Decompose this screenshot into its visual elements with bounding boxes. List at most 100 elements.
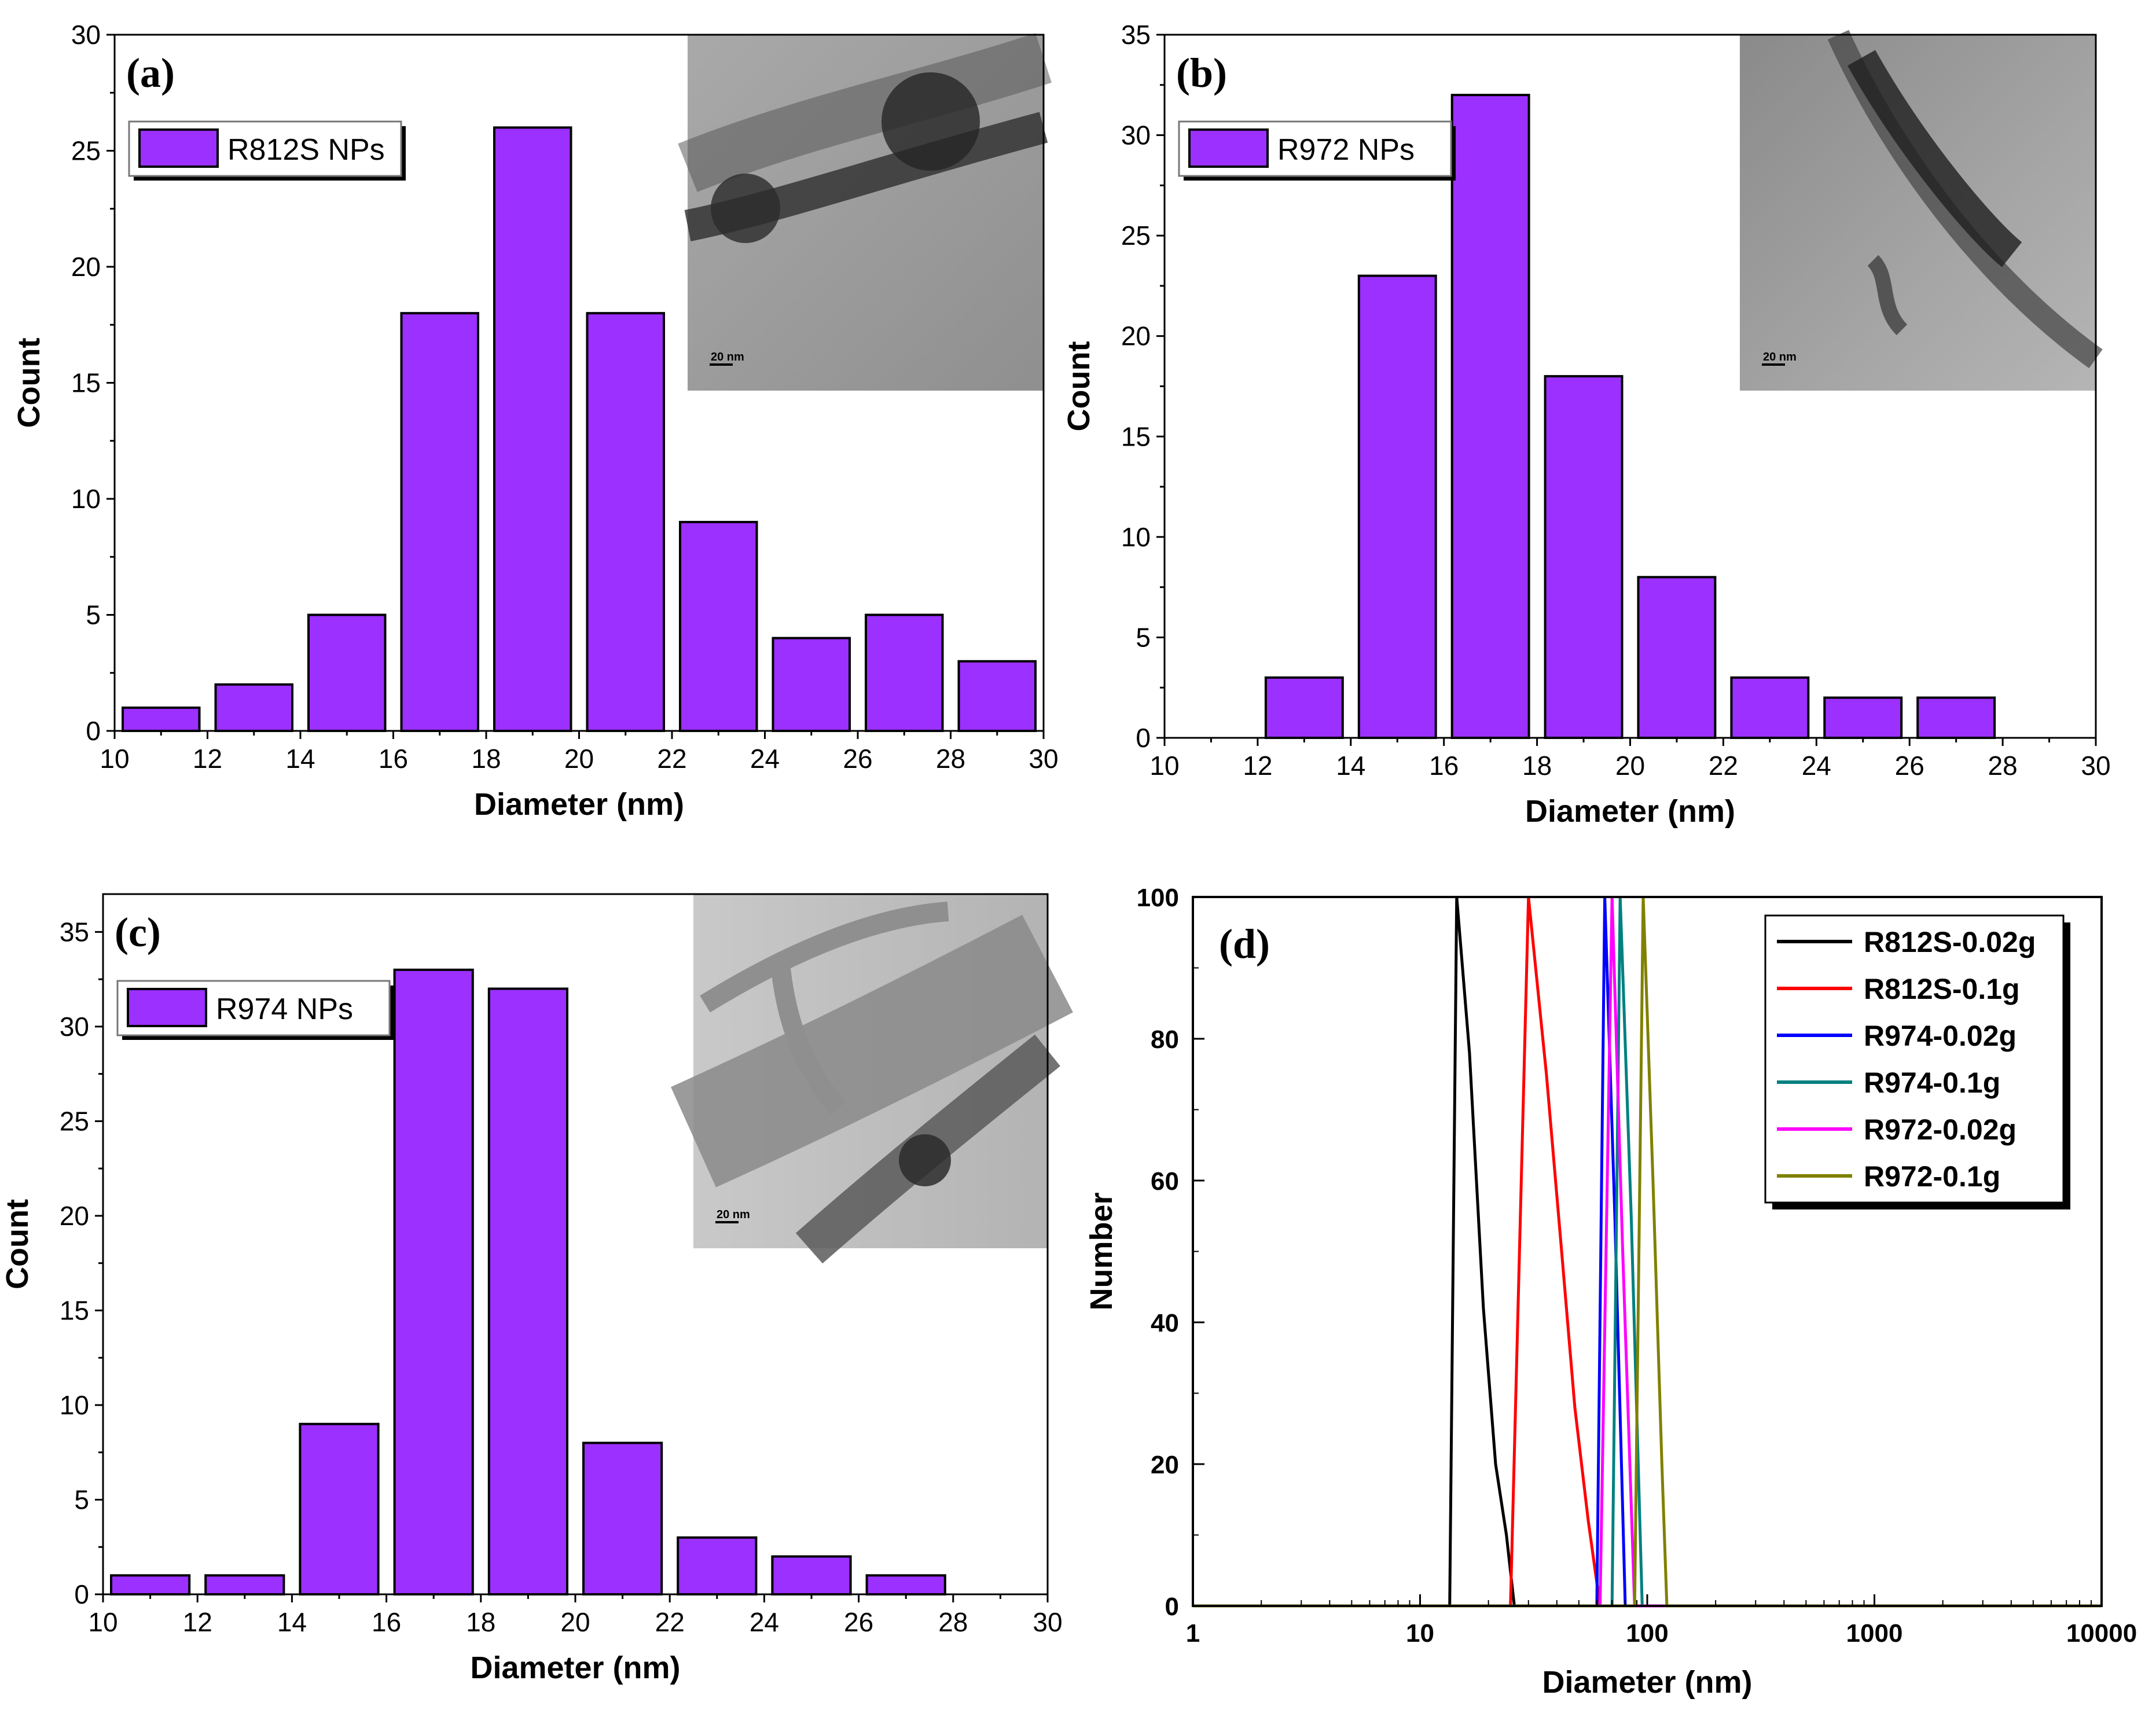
y-tick-label: 0 [1165, 1593, 1179, 1621]
bar-a-4 [493, 126, 572, 732]
x-tick-label: 1000 [1846, 1619, 1903, 1648]
x-axis-title: Diameter (nm) [1525, 794, 1735, 829]
y-axis-title: Count [1062, 341, 1096, 432]
panel-label: (a) [126, 50, 175, 96]
y-tick-label: 60 [1151, 1167, 1179, 1196]
x-tick-label: 16 [1429, 751, 1459, 781]
x-tick-label: 18 [1522, 751, 1552, 781]
y-tick-label: 5 [74, 1484, 89, 1514]
x-tick-label: 12 [183, 1607, 212, 1637]
x-tick-label: 28 [938, 1607, 968, 1637]
x-tick-label: 16 [379, 744, 408, 774]
bar-a-0 [122, 706, 201, 733]
x-tick-label: 14 [285, 744, 315, 774]
x-tick-label: 10 [88, 1607, 117, 1637]
y-tick-label: 0 [1136, 723, 1151, 753]
legend-swatch [138, 128, 219, 168]
y-tick-label: 20 [1151, 1451, 1179, 1479]
bar-b-3 [1544, 375, 1624, 739]
y-tick-label: 0 [86, 716, 101, 746]
bar-c-4 [487, 987, 568, 1595]
y-tick-label: 10 [71, 484, 101, 514]
x-tick-label: 30 [1029, 744, 1058, 774]
x-tick-label: 14 [1336, 751, 1365, 781]
x-tick-label: 22 [657, 744, 686, 774]
tem-particle-cluster [1848, 50, 2022, 267]
bar-b-5 [1730, 676, 1810, 740]
tem-web-strand [700, 902, 949, 1013]
x-tick-label: 26 [1895, 751, 1924, 781]
y-tick-label: 25 [1121, 220, 1151, 251]
x-tick-label: 20 [560, 1607, 590, 1637]
legend-label-5: R972-0.1g [1864, 1160, 2000, 1193]
panel-label: (c) [115, 909, 161, 955]
panel-label: (d) [1219, 921, 1270, 967]
bar-c-1 [204, 1574, 285, 1596]
x-tick-label: 12 [1243, 751, 1272, 781]
scale-bar-label: 20 nm [711, 351, 744, 363]
tem-particle-blob [882, 72, 980, 171]
x-tick-label: 26 [844, 1607, 873, 1637]
y-tick-label: 25 [60, 1106, 89, 1136]
x-tick-label: 24 [750, 744, 780, 774]
x-tick-label: 30 [2081, 751, 2110, 781]
y-tick-label: 5 [86, 600, 101, 630]
bar-a-8 [865, 613, 944, 732]
x-axis-title: Diameter (nm) [470, 1650, 680, 1685]
y-tick-label: 40 [1151, 1309, 1179, 1337]
x-axis-title: Diameter (nm) [474, 787, 684, 822]
y-axis-title: Count [12, 338, 46, 428]
legend-label-4: R972-0.02g [1864, 1113, 2017, 1146]
x-tick-label: 18 [466, 1607, 495, 1637]
tem-inset-c: 20 nm [671, 894, 1073, 1264]
legend-label: R812S NPs [227, 133, 385, 167]
x-tick-label: 10 [1149, 751, 1179, 781]
x-tick-label: 20 [564, 744, 594, 774]
bar-b-4 [1637, 576, 1717, 739]
x-tick-label: 22 [1709, 751, 1738, 781]
y-tick-label: 10 [1121, 522, 1151, 552]
x-tick-label: 20 [1615, 751, 1645, 781]
x-tick-label: 26 [843, 744, 872, 774]
tem-particle-blob [711, 174, 780, 243]
tem-fiber [678, 33, 1052, 192]
bar-a-1 [214, 683, 293, 733]
bar-a-3 [400, 312, 479, 732]
x-tick-label: 1 [1186, 1619, 1200, 1648]
x-tick-label: 10000 [2066, 1619, 2137, 1648]
x-tick-label: 10 [100, 744, 129, 774]
legend-box [1764, 914, 2065, 1204]
tem-particle-blob [899, 1134, 951, 1186]
y-axis-title: Count [0, 1199, 35, 1289]
y-tick-label: 35 [60, 917, 89, 947]
y-tick-label: 15 [1121, 421, 1151, 451]
bar-a-2 [307, 613, 387, 732]
x-tick-label: 16 [372, 1607, 401, 1637]
x-tick-label: 22 [655, 1607, 685, 1637]
bar-c-7 [771, 1555, 852, 1595]
y-tick-label: 30 [71, 20, 101, 50]
x-tick-label: 18 [471, 744, 501, 774]
panel-a: 20 nm 10 12 14 16 18 20 22 24 26 28 30 0 5 10 15 20 25 30 D… [12, 20, 1059, 822]
y-axis-title: Number [1084, 1192, 1119, 1310]
x-tick-label: 14 [277, 1607, 307, 1637]
bar-b-1 [1357, 274, 1437, 740]
legend-swatch [127, 988, 207, 1027]
y-tick-label: 15 [71, 368, 101, 398]
bar-c-3 [393, 968, 474, 1595]
bar-c-6 [677, 1536, 758, 1595]
bar-c-5 [582, 1442, 663, 1596]
y-tick-label: 30 [60, 1012, 89, 1042]
tem-background [1740, 35, 2096, 391]
y-tick-label: 15 [60, 1295, 89, 1325]
y-tick-label: 30 [1121, 120, 1151, 150]
tem-inset-a: 20 nm [678, 33, 1052, 391]
panel-b: 20 nm 10 12 14 16 18 20 22 24 26 28 30 0 5 10 15 20 25 30 3… [1062, 20, 2111, 829]
legend-label-1: R812S-0.1g [1864, 973, 2020, 1005]
bar-a-5 [586, 312, 665, 732]
y-tick-label: 20 [60, 1201, 89, 1231]
panel-d: 1 10 100 1000 10000 0 20 40 60 80 100 Diameter (nm)… [1084, 884, 2137, 1700]
legend-label-2: R974-0.02g [1864, 1020, 2017, 1052]
tem-fiber [671, 914, 1073, 1187]
